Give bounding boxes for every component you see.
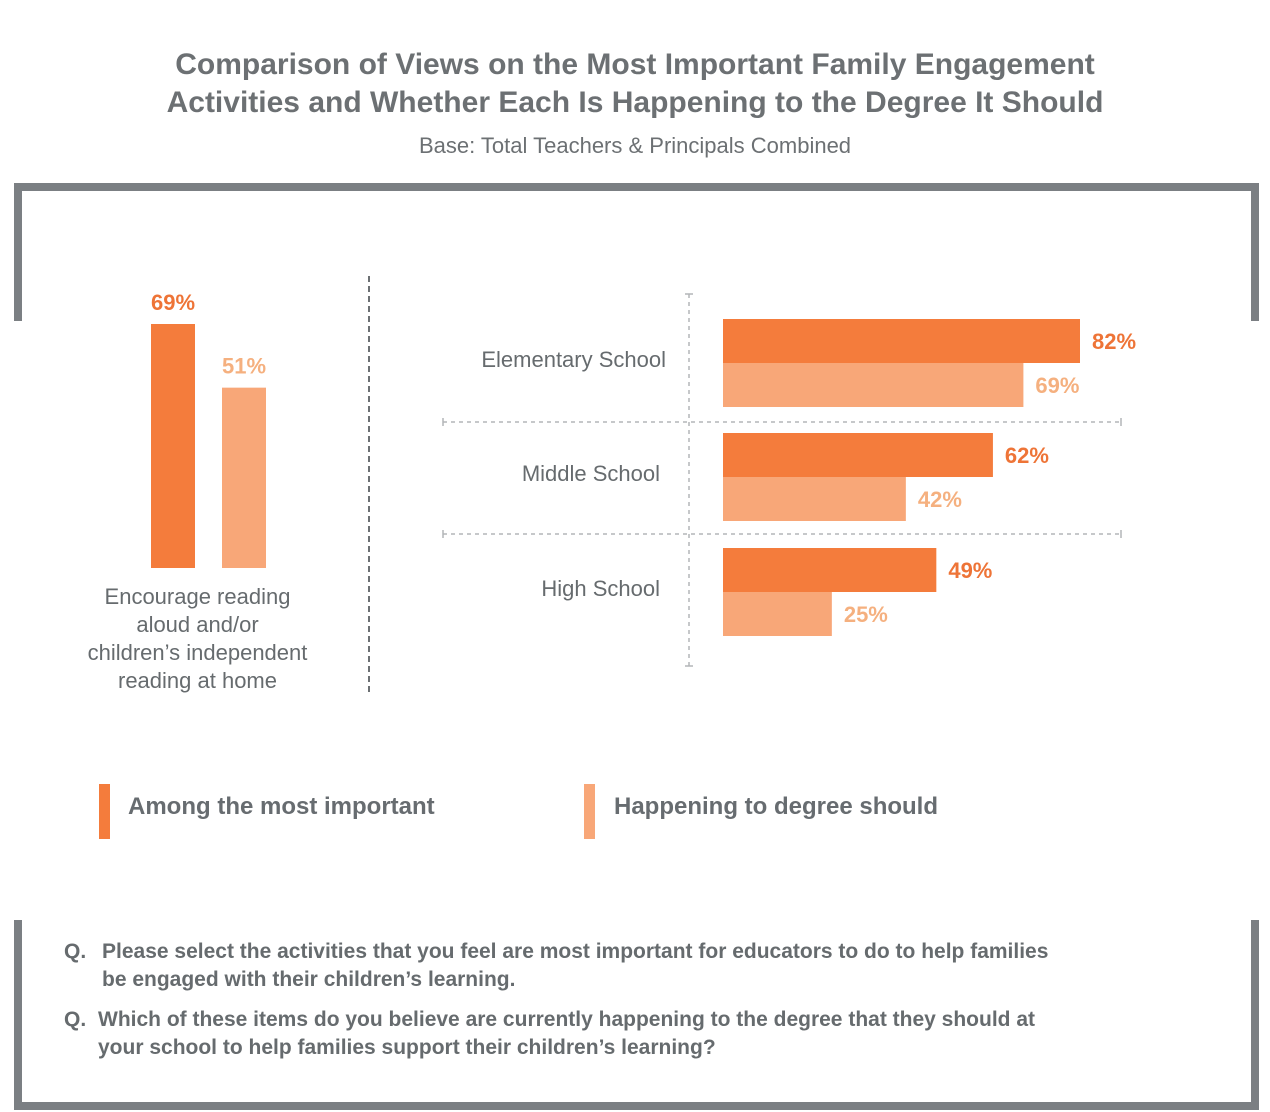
data-label-important: 62%	[1005, 443, 1049, 468]
frame-bottom-right-edge	[1251, 920, 1259, 1110]
question-text-line: be engaged with their children’s learnin…	[102, 968, 516, 991]
data-label-important-reading: 69%	[151, 290, 195, 315]
data-label-happening: 25%	[844, 602, 888, 627]
bar-important	[723, 433, 993, 477]
legend-label-happening: Happening to degree should	[614, 793, 939, 820]
question-text-line: Which of these items do you believe are …	[98, 1008, 1035, 1031]
frame-bottom-border	[14, 1102, 1259, 1110]
bar-important	[723, 548, 937, 592]
frame-bottom-left-edge	[14, 920, 22, 1110]
legend-label-important: Among the most important	[128, 793, 435, 820]
legend-swatch-happening	[584, 784, 595, 839]
data-label-important: 82%	[1092, 329, 1136, 354]
data-label-happening-reading: 51%	[222, 354, 266, 379]
data-label-happening: 42%	[918, 487, 962, 512]
bar-important-reading	[151, 324, 195, 568]
question-text-line: Please select the activities that you fe…	[102, 940, 1049, 963]
question-label: Q.	[64, 1008, 87, 1031]
frame-top-right-edge	[1251, 183, 1259, 321]
chart-title-line-1: Comparison of Views on the Most Importan…	[175, 48, 1095, 81]
question-label: Q.	[64, 940, 87, 963]
frame-top-left-edge	[14, 183, 22, 321]
left-category-label: Encourage reading aloud and/or children’…	[60, 583, 335, 695]
bar-important	[723, 319, 1080, 363]
left-category-label-line: children’s independent	[87, 640, 308, 665]
survey-question-2: Q. Which of these items do you believe a…	[64, 1006, 1214, 1062]
data-label-happening: 69%	[1035, 373, 1079, 398]
left-category-label-line: aloud and/or	[136, 612, 259, 637]
frame-top-border	[14, 183, 1259, 191]
bar-happening	[723, 592, 832, 636]
panel-divider	[368, 276, 370, 692]
left-category-label-line: Encourage reading	[104, 584, 291, 609]
chart-title-line-2: Activities and Whether Each Is Happening…	[166, 86, 1104, 119]
legend-swatch-important	[99, 784, 110, 839]
question-text-line: your school to help families support the…	[98, 1036, 716, 1059]
chart-subtitle: Base: Total Teachers & Principals Combin…	[418, 133, 852, 158]
bar-happening	[723, 363, 1024, 407]
category-label: Elementary School	[481, 347, 666, 372]
category-label: Middle School	[522, 461, 660, 486]
bar-happening	[723, 477, 906, 521]
bar-happening-reading	[222, 387, 266, 568]
survey-question-1: Q. Please select the activities that you…	[64, 938, 1214, 994]
left-category-label-line: reading at home	[118, 668, 277, 693]
category-label: High School	[541, 576, 660, 601]
data-label-important: 49%	[948, 558, 992, 583]
